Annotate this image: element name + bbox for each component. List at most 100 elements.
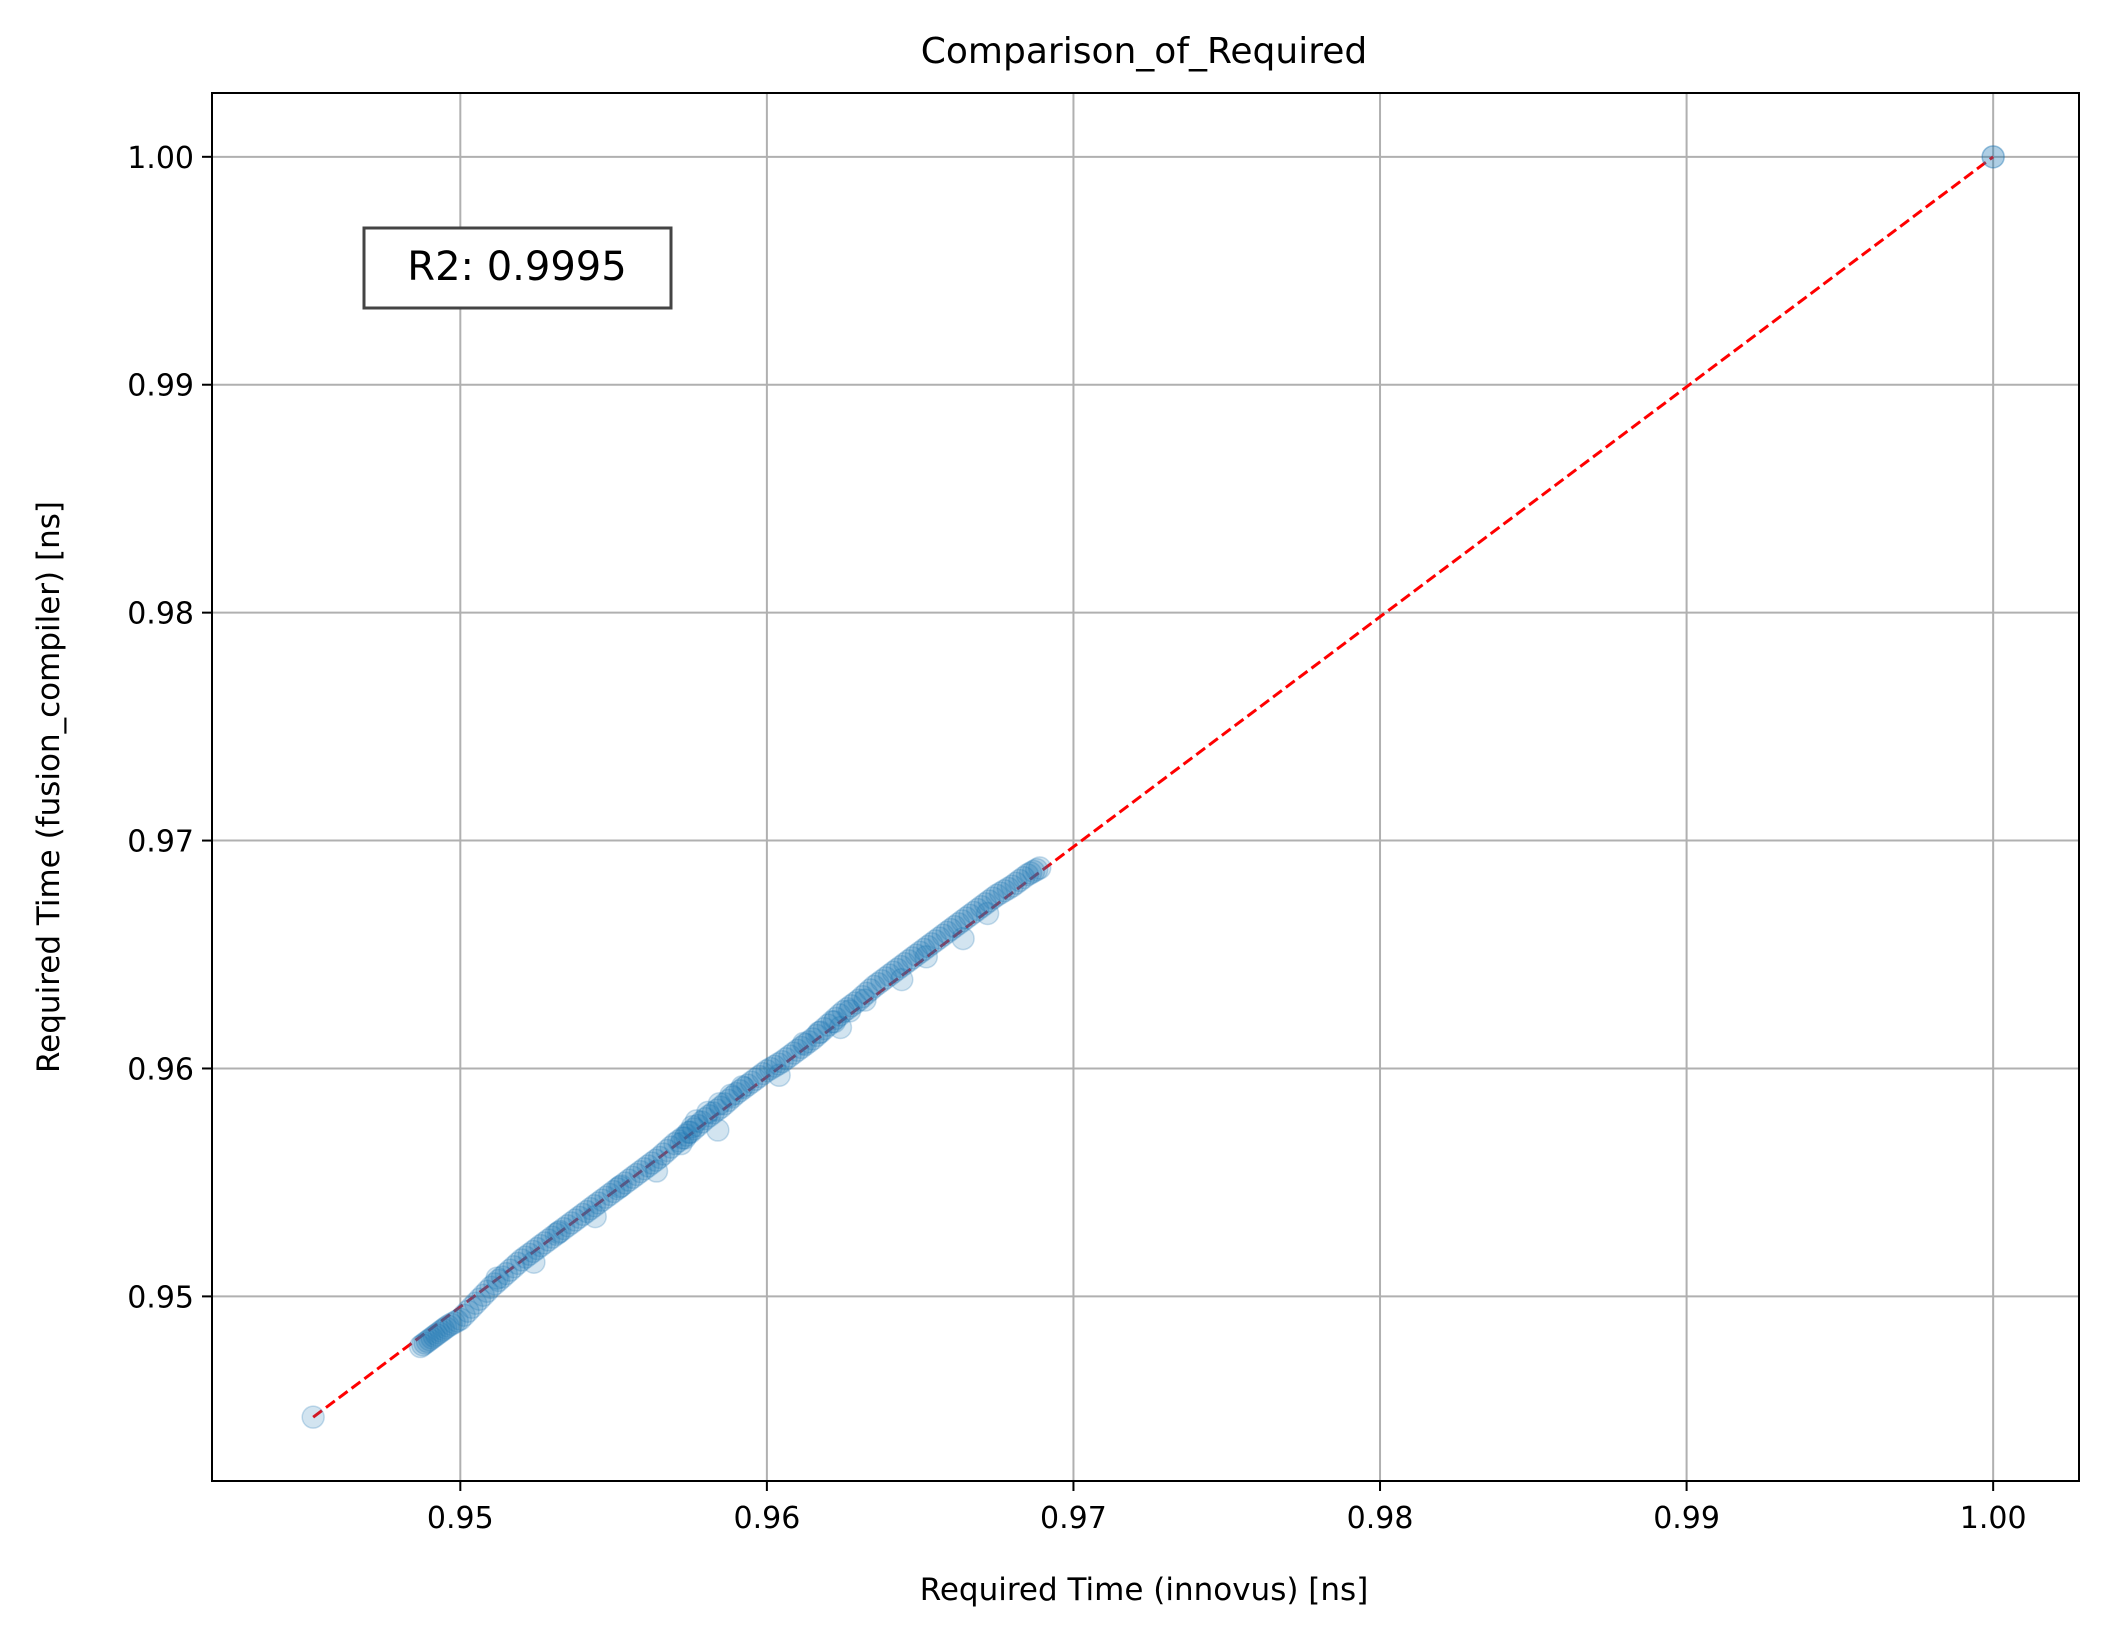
data-point xyxy=(571,1202,595,1227)
data-point xyxy=(575,1199,599,1224)
data-point xyxy=(762,1054,787,1078)
data-point xyxy=(678,1120,702,1145)
data-point xyxy=(808,1020,833,1044)
data-point xyxy=(613,1171,637,1195)
data-point xyxy=(522,1250,546,1274)
data-point xyxy=(890,967,914,992)
data-point xyxy=(881,960,906,984)
data-point xyxy=(975,901,1000,926)
data-point xyxy=(908,940,932,964)
data-point xyxy=(502,1255,526,1279)
data-point xyxy=(789,1035,814,1060)
data-point xyxy=(785,1038,810,1062)
data-point xyxy=(532,1231,557,1255)
data-point xyxy=(529,1233,553,1258)
data-point xyxy=(563,1208,588,1232)
r2-annotation-box xyxy=(362,226,673,310)
data-point xyxy=(644,1148,668,1172)
data-point xyxy=(1008,868,1032,893)
data-point xyxy=(770,1049,794,1074)
data-point xyxy=(774,1047,798,1071)
data-point xyxy=(544,1222,568,1247)
data-point xyxy=(709,1095,733,1119)
data-point xyxy=(958,903,982,927)
data-point xyxy=(513,1245,538,1269)
data-point xyxy=(670,1126,695,1150)
data-point xyxy=(804,1023,829,1048)
data-point xyxy=(858,978,883,1002)
data-points xyxy=(301,145,2005,1429)
y-tick-label: 0.99 xyxy=(127,369,194,404)
data-point xyxy=(697,1104,722,1128)
data-point xyxy=(843,991,867,1015)
data-point xyxy=(605,1176,630,1201)
data-point xyxy=(893,951,917,976)
data-point xyxy=(923,929,948,953)
data-point xyxy=(601,1179,626,1204)
data-point xyxy=(586,1191,611,1215)
data-point xyxy=(828,1015,853,1040)
data-point xyxy=(791,1031,816,1056)
data-point xyxy=(1004,871,1028,896)
y-tick-label: 0.96 xyxy=(127,1052,194,1087)
data-point xyxy=(486,1268,511,1293)
data-point xyxy=(767,1063,791,1088)
data-point xyxy=(485,1266,509,1290)
data-point xyxy=(919,931,944,956)
data-point xyxy=(517,1242,542,1266)
y-ticks: 0.95 0.96 0.97 0.98 0.99 1.00 xyxy=(127,141,212,1315)
data-point xyxy=(793,1032,817,1057)
data-point xyxy=(935,920,959,945)
x-tick-label: 0.98 xyxy=(1347,1501,1414,1536)
r2-annotation-text: R2: 0.9995 xyxy=(407,244,626,290)
data-point xyxy=(866,971,890,996)
data-point xyxy=(479,1275,503,1300)
x-tick-label: 0.97 xyxy=(1040,1501,1107,1536)
data-point xyxy=(942,914,967,939)
data-point xyxy=(931,923,955,947)
data-point xyxy=(835,996,860,1021)
data-point xyxy=(651,1142,676,1166)
data-point xyxy=(682,1117,706,1141)
data-point xyxy=(988,881,1013,905)
reference-line-path xyxy=(312,155,1995,1419)
data-point xyxy=(1024,857,1049,882)
data-point xyxy=(807,1020,831,1045)
y-tick-label: 0.97 xyxy=(127,825,194,860)
data-point xyxy=(1011,865,1036,890)
data-point xyxy=(758,1056,783,1081)
x-ticks: 0.95 0.96 0.97 0.98 0.99 1.00 xyxy=(427,1481,2027,1536)
data-point xyxy=(536,1228,561,1252)
data-point xyxy=(927,926,952,950)
data-point xyxy=(751,1061,775,1086)
data-point xyxy=(797,1029,821,1054)
data-point xyxy=(301,1405,325,1429)
data-point xyxy=(739,1070,764,1094)
data-point xyxy=(546,1220,571,1245)
data-point xyxy=(525,1236,549,1261)
y-tick-label: 0.95 xyxy=(127,1280,194,1315)
data-point xyxy=(743,1067,768,1092)
data-point xyxy=(732,1076,756,1100)
data-point xyxy=(689,1110,714,1134)
data-point xyxy=(870,968,894,993)
data-point xyxy=(583,1204,607,1229)
data-point xyxy=(594,1185,618,1209)
x-tick-label: 0.96 xyxy=(733,1501,800,1536)
x-tick-label: 0.99 xyxy=(1653,1501,1720,1536)
data-point xyxy=(460,1295,484,1319)
data-point xyxy=(724,1081,748,1106)
data-point xyxy=(555,1213,580,1238)
data-point xyxy=(559,1211,584,1235)
data-point xyxy=(467,1287,492,1311)
chart-title: Comparison_of_Required xyxy=(921,31,1367,72)
data-point xyxy=(673,1126,697,1150)
data-point xyxy=(889,954,913,979)
data-point xyxy=(885,957,909,982)
data-point xyxy=(548,1219,572,1244)
data-point xyxy=(719,1083,743,1108)
data-point xyxy=(985,883,1009,908)
data-point xyxy=(1015,862,1040,887)
data-point xyxy=(448,1307,473,1331)
